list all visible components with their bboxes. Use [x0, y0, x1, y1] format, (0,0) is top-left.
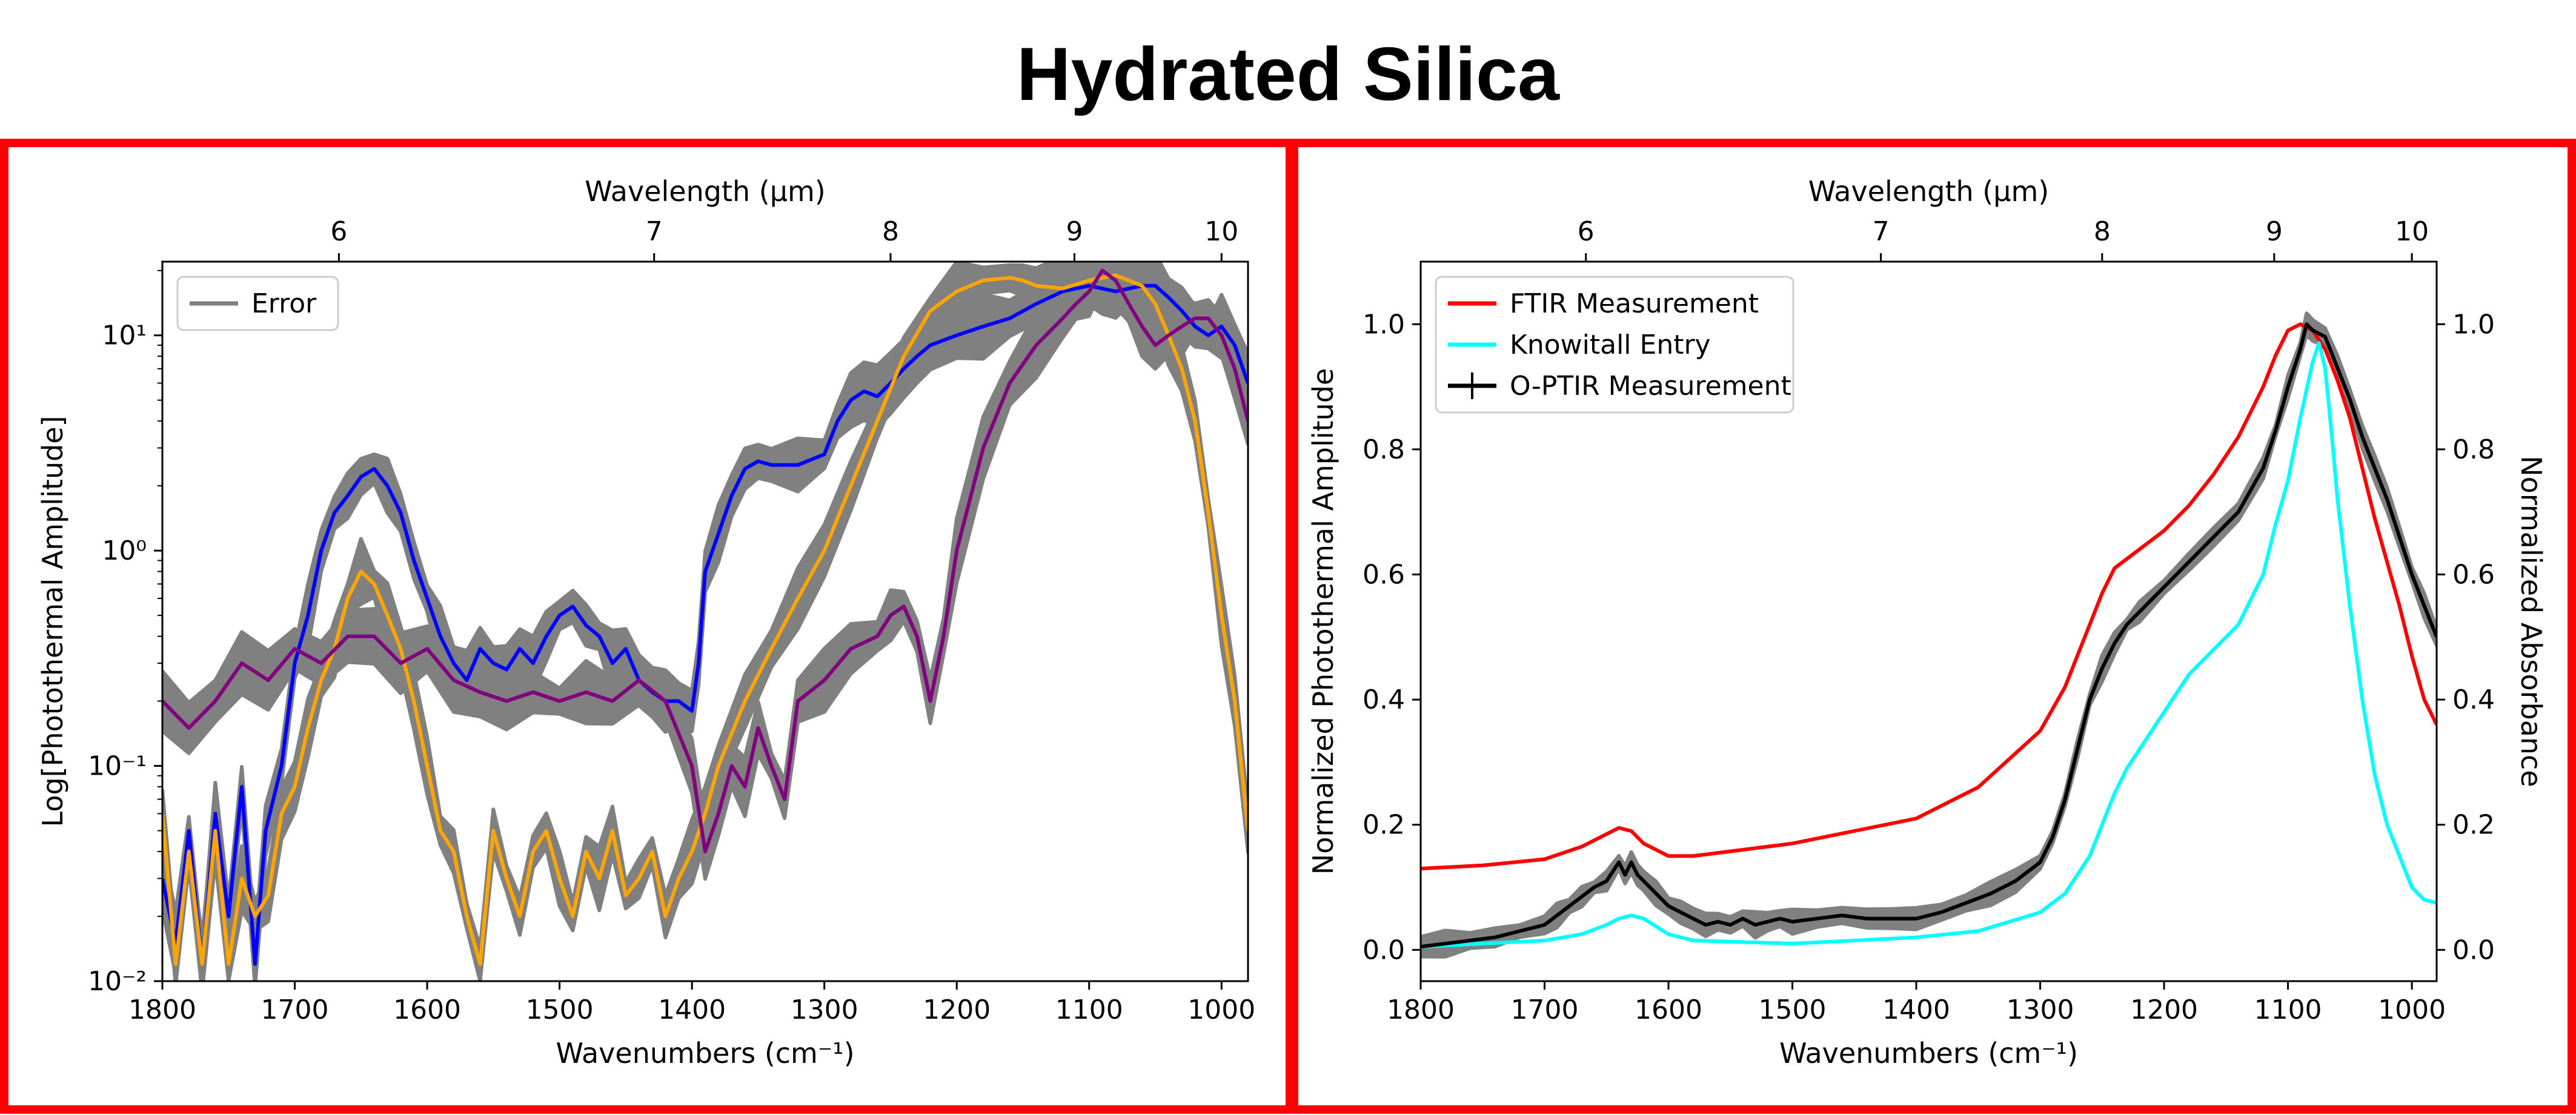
plot-area [162, 254, 1248, 992]
x-tick-label: 1200 [923, 994, 991, 1025]
y-right-tick-label: 1.0 [2452, 309, 2495, 340]
y-right-tick-label: 0.0 [2452, 935, 2495, 965]
figure: Hydrated Silica 1800 1700 1600 1500 1400 1300… [0, 0, 2576, 1115]
x-tick-label: 1400 [1882, 994, 1950, 1025]
y-right-tick-label: 0.6 [2452, 560, 2495, 591]
series-line-knowitall-entry [1421, 343, 2437, 947]
right-chart: 1800 1700 1600 1500 1400 1300 1200 1100 1000 Wave… [1307, 175, 2548, 1070]
y-tick-label: 1.0 [1363, 309, 1405, 340]
series-line-o-ptir-measurement [1421, 324, 2437, 947]
y-right-tick-label: 0.4 [2452, 684, 2495, 715]
y-tick-label: 10⁰ [102, 535, 147, 566]
x-axis-label: Wavenumbers (cm⁻¹) [556, 1037, 854, 1070]
top-axis-label: Wavelength (μm) [585, 175, 825, 208]
y-tick-label: 10¹ [102, 320, 147, 351]
x-tick-label: 1800 [128, 994, 196, 1025]
top-tick-label: 10 [2395, 216, 2429, 247]
y-tick-label: 0.2 [1363, 810, 1405, 841]
y-tick-label: 0.0 [1363, 935, 1405, 965]
top-tick-label: 9 [1066, 216, 1083, 247]
top-tick-label: 7 [1873, 216, 1890, 247]
x-tick-label: 1500 [1759, 994, 1827, 1025]
y-tick-label: 0.6 [1363, 560, 1405, 591]
x-axis-label: Wavenumbers (cm⁻¹) [1779, 1037, 2078, 1070]
top-axis-label: Wavelength (μm) [1808, 175, 2049, 208]
legend-label: FTIR Measurement [1510, 288, 1759, 319]
y-tick-label: 0.8 [1363, 434, 1405, 465]
y-tick-label: 10⁻¹ [88, 751, 147, 782]
legend-label: O-PTIR Measurement [1510, 371, 1791, 402]
top-tick-label: 8 [882, 216, 899, 247]
top-tick-label: 7 [646, 216, 663, 247]
x-tick-label: 1600 [1635, 994, 1702, 1025]
error-band-orange [162, 255, 1248, 992]
x-tick-label: 1300 [791, 994, 858, 1025]
legend-label: Knowitall Entry [1510, 329, 1711, 360]
x-tick-label: 1200 [2130, 994, 2198, 1025]
top-tick-label: 8 [2094, 216, 2111, 247]
x-tick-label: 1000 [2378, 994, 2446, 1025]
left-chart: 1800 1700 1600 1500 1400 1300 1200 1100 1000 Wave… [36, 175, 1255, 1070]
y-tick-label: 10⁻² [88, 966, 147, 997]
y-right-tick-label: 0.8 [2452, 434, 2495, 465]
legend: Error [178, 277, 338, 330]
y-right-tick-label: 0.2 [2452, 810, 2495, 841]
y-axis-label: Normalized Photothermal Amplitude [1307, 368, 1339, 875]
x-tick-label: 1300 [2007, 994, 2074, 1025]
legend: FTIR Measurement Knowitall Entry O-PTIR Me… [1436, 277, 1793, 412]
x-tick-label: 1100 [2254, 994, 2322, 1025]
x-tick-label: 1500 [526, 994, 594, 1025]
top-tick-label: 10 [1204, 216, 1238, 247]
x-tick-label: 1700 [261, 994, 329, 1025]
top-tick-label: 6 [330, 216, 347, 247]
x-tick-label: 1000 [1187, 994, 1255, 1025]
x-tick-label: 1100 [1055, 994, 1123, 1025]
top-tick-label: 9 [2266, 216, 2283, 247]
legend-label: Error [251, 288, 317, 319]
y-axis-right-label: Normalized Absorbance [2515, 455, 2548, 787]
x-tick-label: 1400 [658, 994, 726, 1025]
x-tick-label: 1800 [1387, 994, 1455, 1025]
x-tick-label: 1700 [1511, 994, 1579, 1025]
y-tick-label: 0.4 [1363, 684, 1405, 715]
x-tick-label: 1600 [393, 994, 461, 1025]
y-axis-label: Log[Photothermal Amplitude] [36, 416, 69, 827]
figure-title: Hydrated Silica [1017, 33, 1560, 116]
top-tick-label: 6 [1578, 216, 1595, 247]
